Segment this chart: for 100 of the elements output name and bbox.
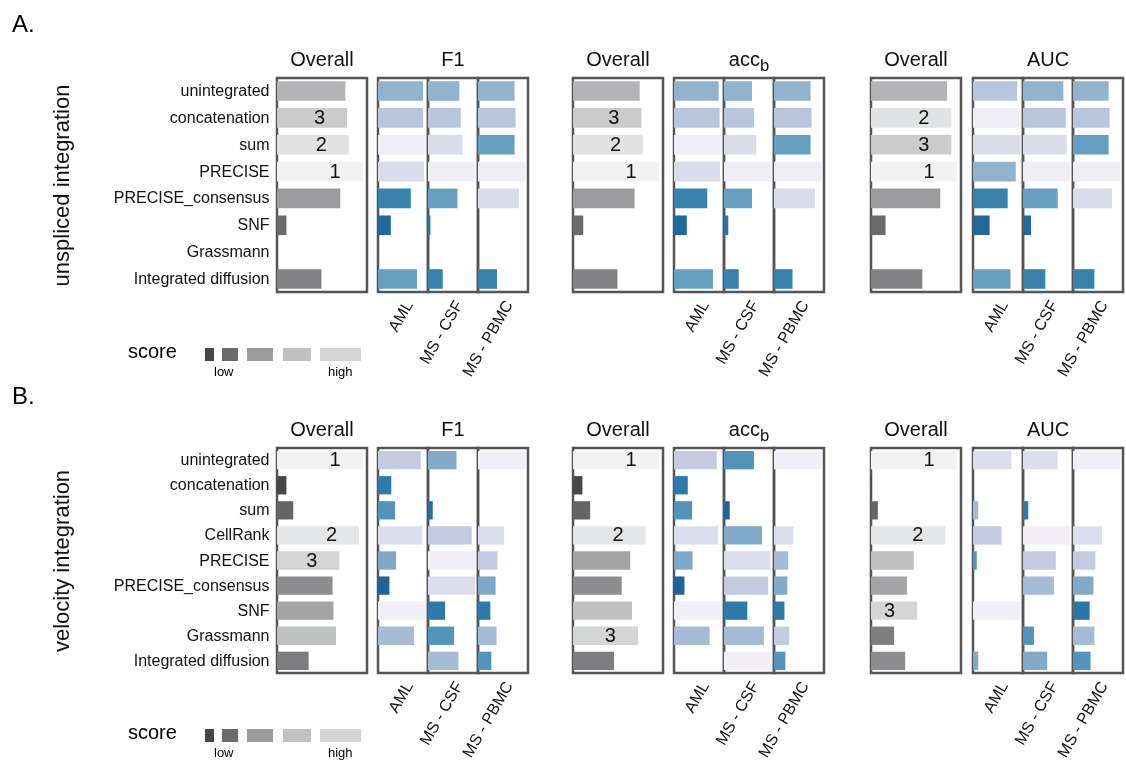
bar	[277, 215, 287, 236]
chart-title: acc$_{b}$	[727, 48, 771, 76]
bar	[478, 451, 526, 470]
legend-title: score	[128, 340, 177, 363]
bar	[1073, 626, 1095, 645]
bar	[478, 188, 519, 209]
y-tick-label: sum	[239, 501, 270, 519]
bar	[871, 526, 946, 545]
text: high	[328, 745, 353, 760]
bar	[277, 161, 363, 182]
bar	[573, 476, 583, 495]
bar	[573, 81, 640, 101]
bar	[378, 161, 425, 182]
y-tick-label: Grassmann	[186, 626, 270, 644]
bar	[478, 108, 516, 128]
bar	[724, 551, 771, 570]
chart-title: AUC	[1025, 418, 1071, 441]
bar	[871, 215, 886, 236]
annotation: 2	[609, 132, 622, 155]
bar	[674, 161, 721, 182]
bar	[973, 188, 1008, 209]
bar	[774, 526, 794, 545]
y-tick-label: Integrated diffusion	[133, 651, 270, 669]
bar	[1073, 601, 1090, 620]
bar	[674, 215, 687, 236]
y-tick-label: PRECISE_consensus	[113, 576, 270, 595]
chart-title: Overall	[883, 48, 949, 71]
chart-title: AUC	[1025, 48, 1071, 71]
bar	[573, 551, 631, 570]
bar	[871, 626, 895, 645]
bar	[774, 551, 789, 570]
text: high	[328, 364, 353, 379]
bar	[724, 215, 729, 236]
y-tick-label: SNF	[237, 216, 270, 234]
bar	[277, 134, 349, 155]
bar	[774, 601, 785, 620]
annotation: 2	[325, 523, 338, 546]
text: low	[214, 745, 234, 760]
bar	[871, 451, 957, 470]
chart-title: Overall	[585, 418, 651, 441]
bar	[1073, 451, 1121, 470]
bar	[871, 576, 907, 595]
bar	[478, 626, 497, 645]
bar	[573, 576, 622, 595]
annotation: 2	[912, 523, 924, 546]
bar	[478, 526, 505, 545]
bar	[573, 651, 615, 670]
bar	[674, 188, 708, 209]
bar	[428, 269, 443, 289]
bar	[277, 269, 322, 289]
bar	[724, 576, 769, 595]
bar	[871, 188, 941, 209]
bar	[573, 601, 632, 620]
annotation: 1	[329, 448, 341, 471]
bar	[573, 215, 584, 236]
text: B.	[12, 382, 35, 410]
bar	[1023, 269, 1046, 289]
bar	[573, 134, 644, 155]
bar	[674, 451, 717, 470]
bar	[277, 476, 287, 495]
bar	[1023, 576, 1054, 595]
bar	[573, 526, 646, 545]
y-tick-label: unintegrated	[180, 451, 270, 469]
y-tick-label: concatenation	[169, 476, 270, 494]
annotation: 3	[918, 132, 930, 155]
bar	[277, 651, 309, 670]
bar	[871, 81, 948, 101]
bar	[774, 626, 790, 645]
bar	[1073, 551, 1096, 570]
bar	[774, 269, 793, 289]
bar	[774, 81, 811, 101]
bar	[378, 188, 411, 209]
bar	[277, 188, 341, 209]
bar	[973, 601, 1021, 620]
annotation: 3	[313, 105, 326, 128]
chart-title: Overall	[585, 48, 651, 71]
bar	[973, 161, 1016, 182]
bar	[478, 601, 491, 620]
annotation: 1	[625, 448, 637, 471]
bar	[871, 501, 878, 520]
bar	[1073, 269, 1095, 289]
bar	[724, 451, 754, 470]
bar	[573, 626, 638, 645]
bar	[478, 269, 497, 289]
y-tick-label: PRECISE_consensus	[113, 189, 270, 208]
bar	[573, 108, 642, 128]
bar	[1073, 576, 1094, 595]
bar	[277, 81, 346, 101]
annotation: 3	[608, 105, 620, 128]
bar	[428, 188, 458, 209]
bar	[1023, 81, 1064, 101]
bar	[674, 526, 719, 545]
bar	[277, 451, 363, 470]
bar	[871, 134, 952, 155]
bar	[973, 501, 979, 520]
annotation: 1	[329, 159, 341, 182]
text: A.	[12, 10, 35, 38]
y-tick-label: SNF	[237, 601, 270, 619]
bar	[674, 626, 710, 645]
bar	[1023, 651, 1048, 670]
